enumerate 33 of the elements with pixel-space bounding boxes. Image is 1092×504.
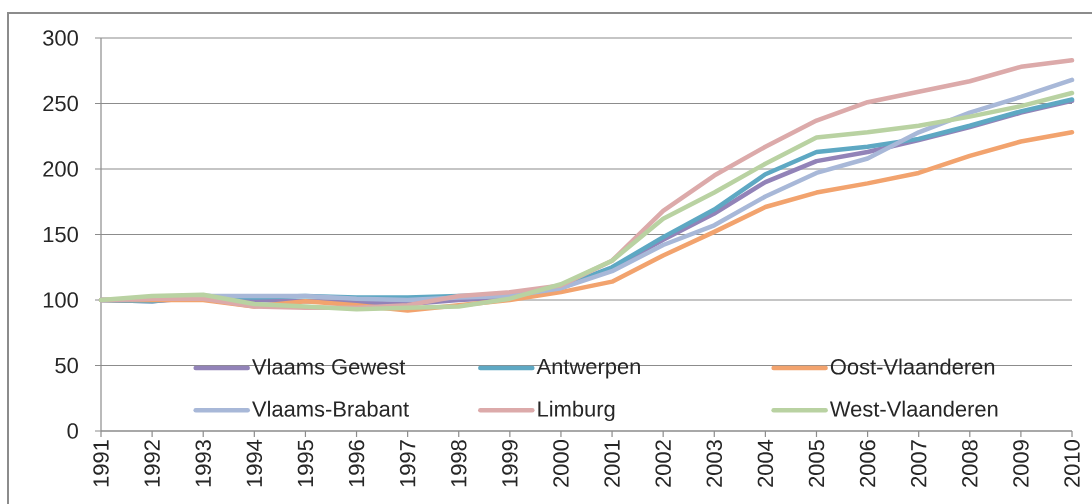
x-tick-label: 2000 [553,440,569,487]
x-tick-label: 2007 [910,440,927,487]
x-tick-label: 1991 [93,440,109,487]
x-tick-label: 1998 [450,440,467,487]
x-tick-label: 1994 [246,439,263,487]
x-tick-label: 2010 [1064,440,1080,487]
y-tick-label: 300 [43,30,78,46]
y-tick-label: 50 [55,357,78,374]
x-tick-label: 1996 [348,440,365,487]
x-tick-label: 2001 [604,440,620,487]
x-tick-label: 2006 [859,440,876,487]
legend-label: Vlaams Gewest [252,358,406,375]
legend-label: West-Vlaanderen [829,400,998,417]
x-tick-label: 1995 [297,440,314,487]
x-tick-label: 2009 [1013,440,1029,487]
x-tick-label: 1993 [195,440,211,487]
x-tick-label: 2008 [962,440,978,487]
y-tick-label: 100 [43,292,78,308]
x-tick-label: 2003 [706,440,723,487]
legend-label: Limburg [538,400,615,422]
legend-label: Antwerpen [536,358,640,379]
x-tick-label: 1999 [502,440,518,487]
x-tick-label: 2002 [655,440,671,487]
x-tick-label: 2004 [757,439,774,487]
x-tick-label: 2005 [808,440,825,487]
y-tick-label: 200 [43,161,78,177]
x-tick-label: 1997 [399,440,416,487]
x-tick-label: 1992 [144,440,160,487]
legend-label: Oost-Vlaanderen [830,358,995,375]
y-tick-label: 150 [43,226,78,243]
legend-label: Vlaams-Brabant [252,400,409,417]
y-tick-label: 0 [67,423,78,439]
y-tick-label: 250 [43,95,78,112]
